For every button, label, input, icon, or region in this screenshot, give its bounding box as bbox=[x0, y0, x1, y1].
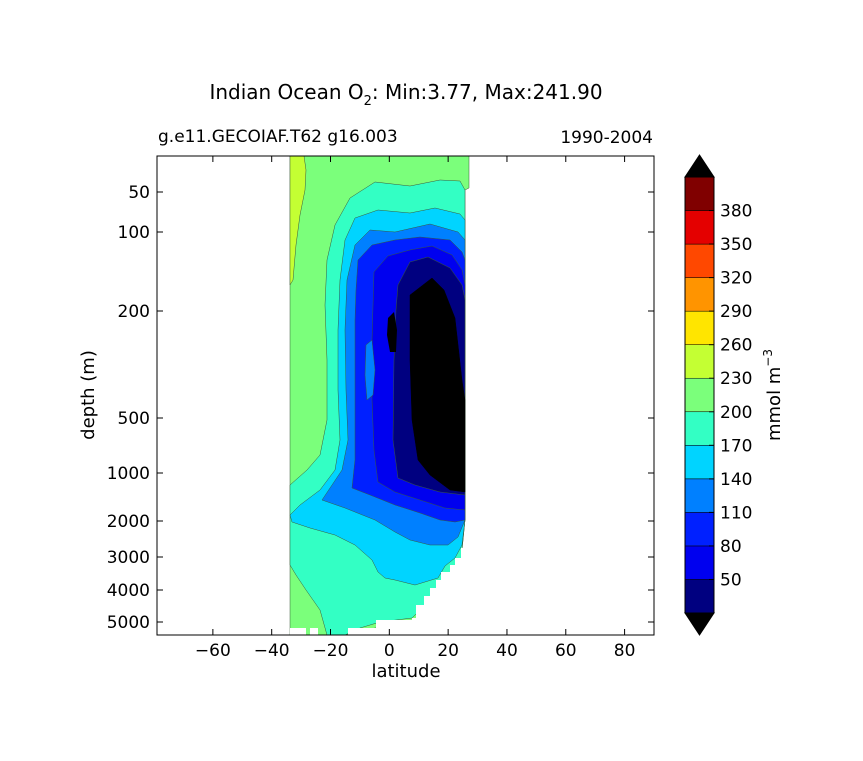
x-tick-label: 60 bbox=[555, 641, 577, 661]
colorbar-segment bbox=[684, 176, 715, 211]
colorbar-segment bbox=[684, 277, 715, 312]
y-tick-label: 2000 bbox=[107, 512, 150, 532]
contour-band-below-20 bbox=[409, 277, 466, 493]
x-tick-label: 80 bbox=[614, 641, 636, 661]
x-tick-label: −60 bbox=[195, 641, 231, 661]
colorbar-frame bbox=[684, 176, 715, 614]
colorbar-tick-label: 200 bbox=[720, 403, 752, 423]
x-tick-label: 20 bbox=[437, 641, 459, 661]
subtitle-years: 1990-2004 bbox=[560, 128, 653, 148]
colorbar-tick-label: 80 bbox=[720, 537, 742, 557]
x-tick-label: 0 bbox=[384, 641, 395, 661]
y-tick-label: 5000 bbox=[107, 613, 150, 633]
x-tick-label: −20 bbox=[313, 641, 349, 661]
colorbar-tick-label: 50 bbox=[720, 570, 742, 590]
subtitle-case-name: g.e11.GECOIAF.T62 g16.003 bbox=[158, 127, 398, 147]
y-tick-label: 100 bbox=[118, 223, 150, 243]
y-tick-label: 3000 bbox=[107, 548, 150, 568]
colorbar-segment bbox=[684, 512, 715, 547]
colorbar-tick-label: 230 bbox=[720, 369, 752, 389]
y-tick-label: 200 bbox=[118, 302, 150, 322]
colorbar-segment bbox=[684, 344, 715, 379]
plot-frame bbox=[156, 155, 655, 636]
chart-title: Indian Ocean O2: Min:3.77, Max:241.90 bbox=[209, 80, 602, 109]
y-axis: 50 100 200 500 1000 2000 3000 4000 5000 bbox=[107, 183, 654, 633]
colorbar-segment bbox=[684, 478, 715, 513]
colorbar-segment bbox=[684, 411, 715, 446]
x-axis-label: latitude bbox=[371, 661, 440, 682]
contour-field bbox=[289, 156, 475, 635]
colorbar-tick-label: 110 bbox=[720, 503, 752, 523]
y-tick-label: 4000 bbox=[107, 581, 150, 601]
colorbar-segment bbox=[684, 445, 715, 480]
colorbar-segment bbox=[684, 243, 715, 278]
y-axis-label: depth (m) bbox=[78, 350, 99, 440]
colorbar-extend-min bbox=[684, 612, 715, 636]
colorbar-tick-label: 350 bbox=[720, 235, 752, 255]
colorbar-segment bbox=[684, 377, 715, 413]
x-axis: −60 −40 −20 0 20 40 60 80 bbox=[195, 156, 635, 661]
colorbar-segment bbox=[684, 310, 715, 345]
y-tick-label: 1000 bbox=[107, 464, 150, 484]
colorbar-tick-label: 290 bbox=[720, 302, 752, 322]
contour-core-blob bbox=[387, 312, 397, 352]
colorbar-segment bbox=[684, 210, 715, 245]
colorbar-segment bbox=[684, 579, 715, 614]
contour-tongue-west bbox=[364, 339, 376, 401]
colorbar-label: mmol m−3 bbox=[761, 349, 785, 441]
seafloor-mask bbox=[290, 188, 475, 635]
colorbar-tick-label: 380 bbox=[720, 202, 752, 222]
x-tick-label: 40 bbox=[496, 641, 518, 661]
colorbar-segment bbox=[684, 545, 715, 580]
colorbar-tick-label: 170 bbox=[720, 436, 752, 456]
x-tick-label: −40 bbox=[254, 641, 290, 661]
y-tick-label: 500 bbox=[118, 409, 150, 429]
colorbar-extend-max bbox=[684, 154, 715, 178]
colorbar-tick-label: 140 bbox=[720, 470, 752, 490]
y-tick-label: 50 bbox=[128, 183, 150, 203]
colorbar: 50 80 110 140 170 200 230 260 290 320 350 380 bbox=[684, 154, 752, 636]
colorbar-tick-label: 320 bbox=[720, 269, 752, 289]
colorbar-tick-label: 260 bbox=[720, 336, 752, 356]
contour-band-230-260 bbox=[289, 156, 307, 286]
